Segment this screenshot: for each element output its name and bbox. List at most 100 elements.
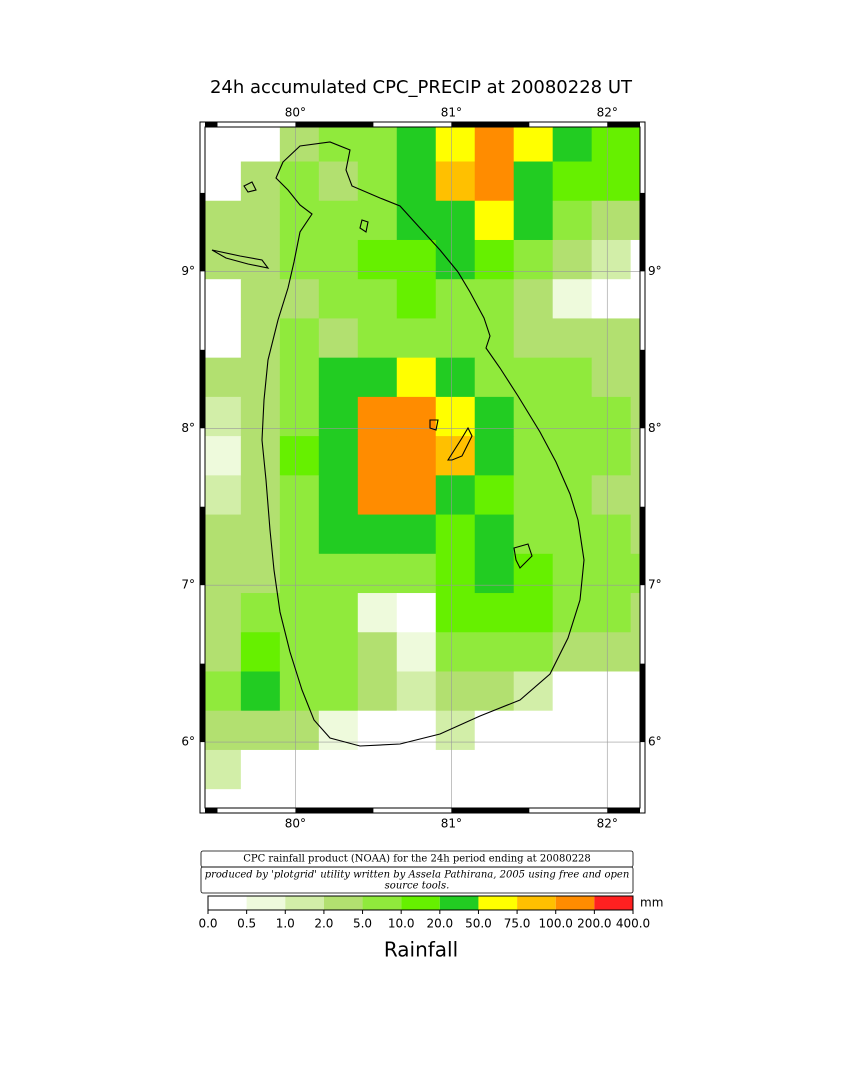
rain-cell bbox=[591, 200, 632, 241]
frame-segment bbox=[205, 808, 218, 813]
rain-cell bbox=[396, 553, 437, 594]
colorbar-tick-label: 20.0 bbox=[426, 917, 453, 931]
rain-cell bbox=[513, 632, 554, 672]
colorbar-tick-label: 75.0 bbox=[504, 917, 531, 931]
x-tick-label: 82° bbox=[597, 817, 618, 831]
rain-cell bbox=[318, 475, 359, 516]
rain-cell bbox=[318, 436, 359, 476]
rain-cell bbox=[205, 127, 242, 163]
rain-cell bbox=[240, 789, 281, 808]
rain-cell bbox=[318, 239, 359, 280]
rain-cell bbox=[435, 553, 476, 594]
x-tick-label: 80° bbox=[285, 817, 306, 831]
rain-cell bbox=[513, 514, 554, 555]
colorbar-swatch bbox=[362, 896, 402, 910]
colorbar-tick-label: 0.5 bbox=[237, 917, 256, 931]
frame-segment bbox=[607, 122, 640, 127]
rain-cell bbox=[591, 632, 632, 672]
frame-segment bbox=[295, 122, 374, 127]
rain-cell bbox=[396, 593, 437, 633]
rain-cell bbox=[318, 357, 359, 398]
rain-cell bbox=[552, 318, 593, 359]
rain-cell bbox=[591, 161, 632, 202]
rain-cell bbox=[513, 239, 554, 280]
colorbar-tick-label: 50.0 bbox=[465, 917, 492, 931]
colorbar-swatch bbox=[594, 896, 633, 910]
rain-cell bbox=[240, 632, 281, 672]
rain-cell bbox=[513, 161, 554, 202]
rain-cell bbox=[279, 514, 320, 555]
rain-cell bbox=[279, 396, 320, 437]
rain-cell bbox=[552, 279, 593, 319]
rain-cell bbox=[630, 671, 640, 712]
frame-segment bbox=[451, 122, 530, 127]
rain-cell bbox=[591, 127, 632, 163]
rain-cell bbox=[435, 161, 476, 202]
colorbar-swatch bbox=[246, 896, 286, 910]
rain-cell bbox=[318, 279, 359, 319]
rain-cell bbox=[474, 200, 515, 241]
map-frame bbox=[199, 121, 646, 814]
rain-cell bbox=[357, 127, 398, 163]
rain-cell bbox=[396, 475, 437, 516]
rain-cell bbox=[396, 357, 437, 398]
rain-cell bbox=[474, 553, 515, 594]
colorbar-tick-label: 100.0 bbox=[539, 917, 573, 931]
rain-cell bbox=[474, 239, 515, 280]
colorbar-label: Rainfall bbox=[384, 938, 458, 962]
rain-cell bbox=[240, 436, 281, 476]
rain-cell bbox=[474, 318, 515, 359]
rain-cell bbox=[396, 710, 437, 751]
rain-cell bbox=[240, 475, 281, 516]
colorbar-swatch bbox=[555, 896, 595, 910]
rain-cell bbox=[279, 161, 320, 202]
rain-cell bbox=[474, 436, 515, 476]
y-tick-label: 6° bbox=[181, 735, 195, 749]
frame-segment bbox=[200, 192, 205, 272]
rain-cell bbox=[513, 200, 554, 241]
rain-cell bbox=[552, 475, 593, 516]
rain-cell bbox=[474, 161, 515, 202]
rain-cell bbox=[552, 161, 593, 202]
rain-cell bbox=[435, 357, 476, 398]
rain-cell bbox=[474, 514, 515, 555]
colorbar-tick-label: 5.0 bbox=[353, 917, 372, 931]
rain-cell bbox=[279, 318, 320, 359]
rain-cell bbox=[205, 396, 242, 437]
rain-cell bbox=[205, 239, 242, 280]
colorbar-swatch bbox=[208, 896, 247, 910]
rain-cell bbox=[591, 318, 632, 359]
rain-cell bbox=[630, 396, 640, 437]
rain-cell bbox=[357, 593, 398, 633]
rain-cell bbox=[357, 279, 398, 319]
rain-cell bbox=[474, 357, 515, 398]
rain-cell bbox=[474, 710, 515, 751]
frame-segment bbox=[607, 808, 640, 813]
rain-cell bbox=[318, 632, 359, 672]
frame-segment bbox=[451, 808, 530, 813]
rain-cell bbox=[205, 357, 242, 398]
rain-cell bbox=[630, 710, 640, 751]
rain-cell bbox=[357, 749, 398, 790]
rain-cell bbox=[205, 279, 242, 319]
colorbar-outline bbox=[207, 895, 634, 911]
rain-cell bbox=[591, 436, 632, 476]
rain-cell bbox=[630, 127, 640, 163]
rain-cell bbox=[396, 789, 437, 808]
rain-cell bbox=[357, 789, 398, 808]
rain-cell bbox=[591, 279, 632, 319]
rain-cell bbox=[240, 127, 281, 163]
rain-cell bbox=[240, 396, 281, 437]
rain-cell bbox=[552, 514, 593, 555]
rain-cell bbox=[513, 553, 554, 594]
rain-cell bbox=[205, 593, 242, 633]
frame-segment bbox=[640, 192, 645, 272]
rain-cell bbox=[318, 749, 359, 790]
x-tick-label: 81° bbox=[441, 817, 462, 831]
rain-cell bbox=[205, 318, 242, 359]
rain-cell bbox=[357, 632, 398, 672]
rain-cell bbox=[591, 514, 632, 555]
rain-cell bbox=[205, 632, 242, 672]
rain-cell bbox=[630, 475, 640, 516]
